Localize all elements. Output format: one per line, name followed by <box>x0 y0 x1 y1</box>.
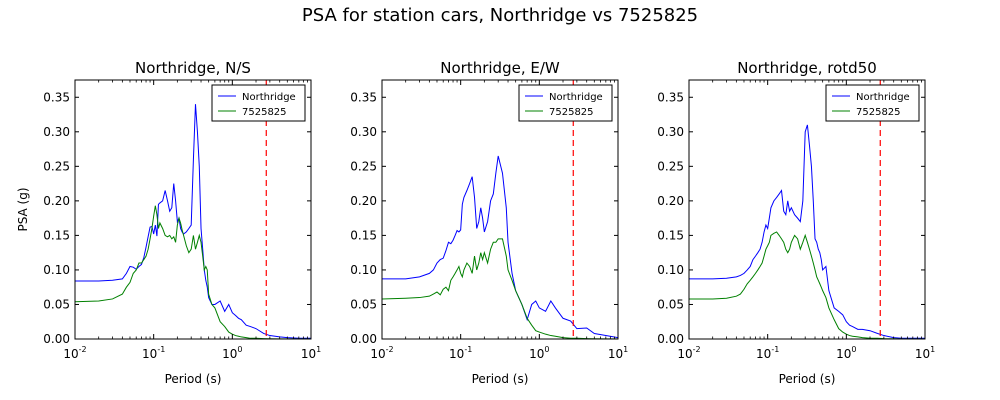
y-tick-label: 0.20 <box>657 194 684 208</box>
x-tick-exponent: -1 <box>464 345 472 354</box>
legend-label: Northridge <box>242 92 296 103</box>
x-tick-exponent: -2 <box>693 345 701 354</box>
x-tick-label: 101 <box>608 345 628 361</box>
y-tick-label: 0.10 <box>657 263 684 277</box>
x-tick-label: 101 <box>915 345 935 361</box>
x-tick-exponent: -1 <box>157 345 165 354</box>
axes-frame <box>688 79 926 340</box>
legend-label: Northridge <box>856 92 910 103</box>
x-tick-exponent: 0 <box>237 345 242 354</box>
x-tick-base: 10 <box>915 347 930 361</box>
x-tick-label: 100 <box>222 345 242 361</box>
legend-label: 7525825 <box>549 107 594 118</box>
series-line-northridge <box>382 155 618 339</box>
legend-box <box>211 84 306 122</box>
figure-title: PSA for station cars, Northridge vs 7525… <box>301 5 699 26</box>
x-tick-label: 100 <box>529 345 549 361</box>
series-line-7525825 <box>75 205 311 339</box>
x-tick-base: 10 <box>449 347 464 361</box>
y-tick-label: 0.10 <box>350 263 377 277</box>
y-tick-label: 0.30 <box>43 125 70 139</box>
x-tick-exponent: -2 <box>386 345 394 354</box>
x-tick-exponent: 1 <box>930 345 935 354</box>
x-tick-base: 10 <box>370 347 385 361</box>
series-line-northridge <box>75 104 311 339</box>
axes-frame <box>74 79 312 340</box>
x-tick-label: 10-2 <box>370 345 393 361</box>
y-tick-label: 0.25 <box>657 159 684 173</box>
x-tick-label: 10-1 <box>756 345 779 361</box>
y-tick-label: 0.35 <box>350 90 377 104</box>
legend-label: 7525825 <box>856 107 901 118</box>
axes-frame <box>381 79 619 340</box>
series-line-7525825 <box>689 231 925 339</box>
x-tick-exponent: -2 <box>79 345 87 354</box>
y-tick-label: 0.20 <box>350 194 377 208</box>
chart-title: Northridge, rotd50 <box>737 59 877 77</box>
y-tick-label: 0.15 <box>657 228 684 242</box>
y-tick-label: 0.35 <box>43 90 70 104</box>
series-line-northridge <box>689 124 925 339</box>
legend-box <box>825 84 920 122</box>
legend: Northridge 7525825 <box>825 84 920 122</box>
legend: Northridge 7525825 <box>518 84 613 122</box>
x-tick-exponent: 0 <box>851 345 856 354</box>
x-tick-exponent: 1 <box>316 345 321 354</box>
x-tick-base: 10 <box>677 347 692 361</box>
y-tick-label: 0.25 <box>43 159 70 173</box>
x-tick-exponent: 0 <box>544 345 549 354</box>
y-tick-label: 0.05 <box>657 297 684 311</box>
y-tick-label: 0.30 <box>657 125 684 139</box>
x-axis-label: Period (s) <box>472 372 529 386</box>
x-tick-base: 10 <box>529 347 544 361</box>
legend-box <box>518 84 613 122</box>
x-tick-base: 10 <box>222 347 237 361</box>
y-tick-label: 0.15 <box>350 228 377 242</box>
x-tick-label: 10-2 <box>63 345 86 361</box>
y-tick-label: 0.00 <box>43 332 70 346</box>
x-tick-base: 10 <box>836 347 851 361</box>
y-tick-label: 0.15 <box>43 228 70 242</box>
y-tick-label: 0.00 <box>350 332 377 346</box>
x-tick-exponent: 1 <box>623 345 628 354</box>
chart-title: Northridge, N/S <box>135 59 251 77</box>
series-line-7525825 <box>382 238 618 339</box>
x-tick-exponent: -1 <box>771 345 779 354</box>
legend: Northridge 7525825 <box>211 84 306 122</box>
y-tick-label: 0.05 <box>43 297 70 311</box>
y-tick-label: 0.30 <box>350 125 377 139</box>
legend-label: 7525825 <box>242 107 287 118</box>
y-tick-label: 0.20 <box>43 194 70 208</box>
y-tick-label: 0.05 <box>350 297 377 311</box>
x-tick-base: 10 <box>608 347 623 361</box>
x-tick-base: 10 <box>756 347 771 361</box>
x-tick-label: 100 <box>836 345 856 361</box>
x-axis-label: Period (s) <box>165 372 222 386</box>
x-tick-base: 10 <box>301 347 316 361</box>
x-tick-label: 10-1 <box>449 345 472 361</box>
y-tick-label: 0.00 <box>657 332 684 346</box>
y-axis-label: PSA (g) <box>16 187 30 231</box>
x-tick-base: 10 <box>63 347 78 361</box>
chart-title: Northridge, E/W <box>440 59 560 77</box>
y-tick-label: 0.25 <box>350 159 377 173</box>
x-axis-label: Period (s) <box>779 372 836 386</box>
x-tick-label: 10-2 <box>677 345 700 361</box>
x-tick-label: 10-1 <box>142 345 165 361</box>
legend-label: Northridge <box>549 92 603 103</box>
y-tick-label: 0.35 <box>657 90 684 104</box>
y-tick-label: 0.10 <box>43 263 70 277</box>
x-tick-label: 101 <box>301 345 321 361</box>
x-tick-base: 10 <box>142 347 157 361</box>
